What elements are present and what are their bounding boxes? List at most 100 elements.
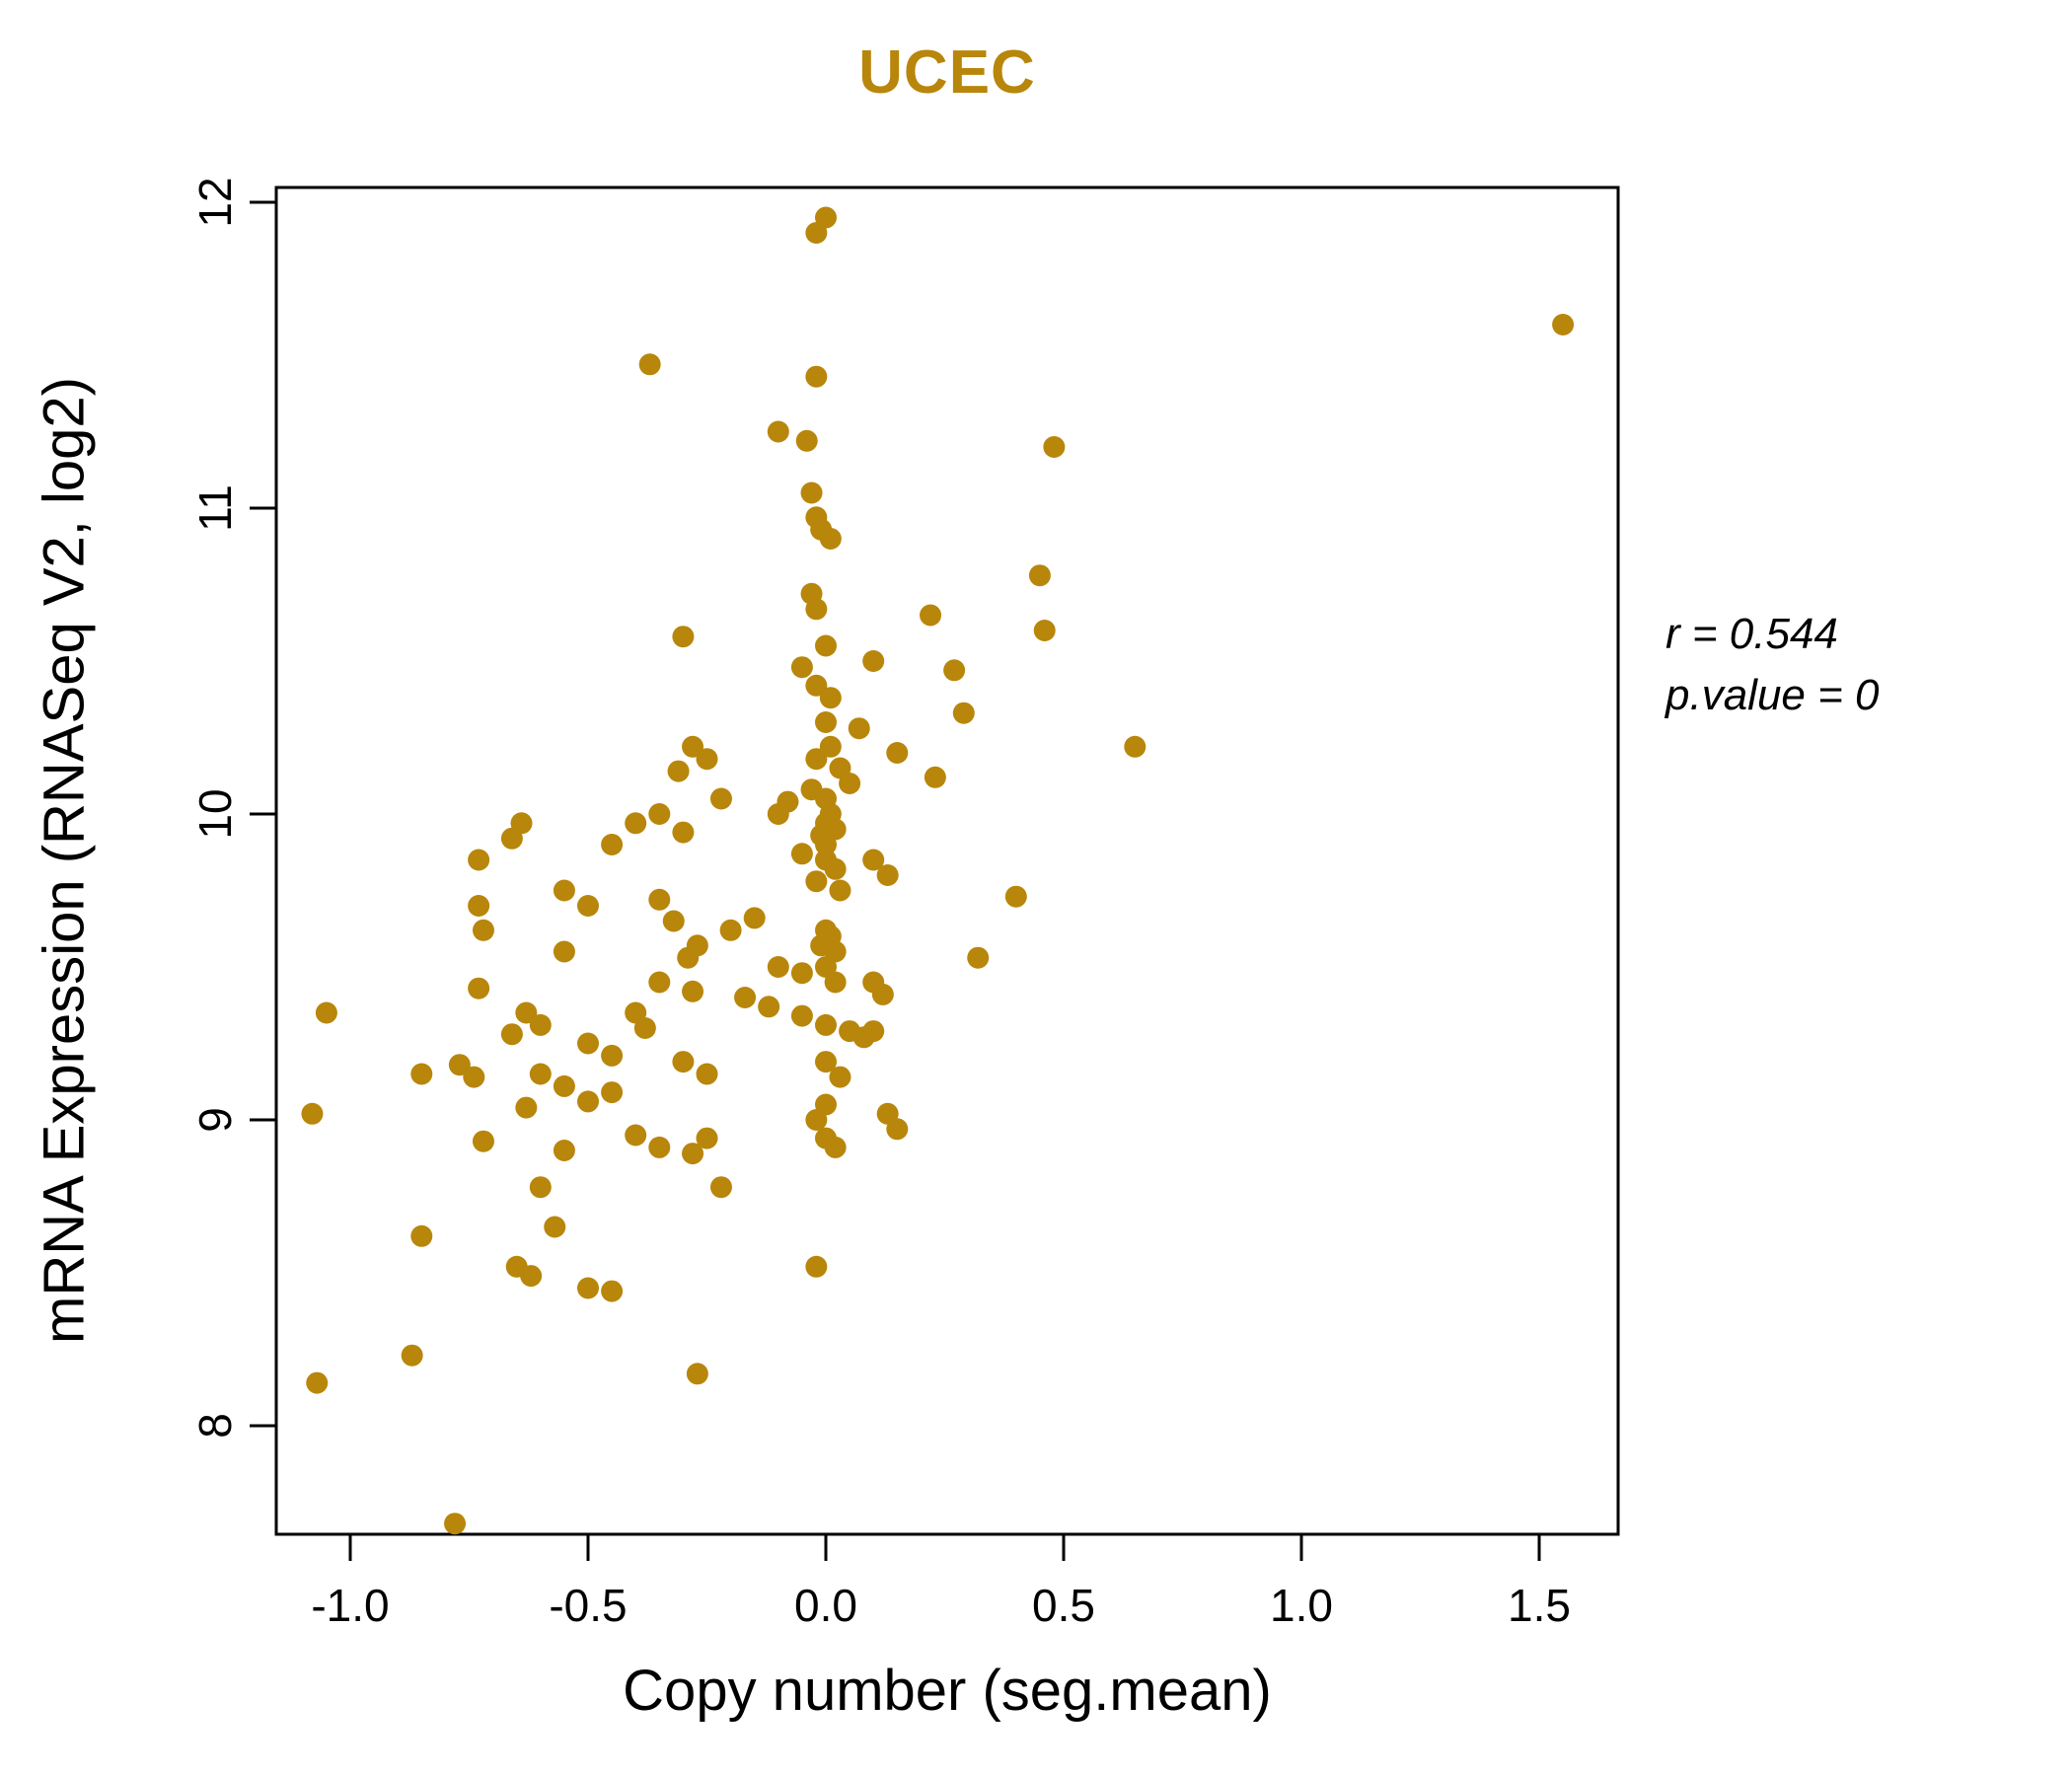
data-point bbox=[648, 971, 671, 994]
data-point bbox=[952, 702, 975, 724]
data-point bbox=[1552, 314, 1575, 335]
y-axis-tick-label: 10 bbox=[189, 788, 241, 840]
y-axis-tick-label: 8 bbox=[189, 1413, 241, 1439]
data-point bbox=[672, 821, 695, 844]
data-point bbox=[301, 1102, 324, 1125]
y-axis-tick-label: 11 bbox=[189, 484, 241, 532]
data-point bbox=[886, 742, 909, 764]
data-point bbox=[819, 528, 842, 550]
data-point bbox=[577, 895, 599, 917]
data-point bbox=[805, 1109, 828, 1131]
data-point bbox=[815, 834, 837, 855]
data-point bbox=[544, 1216, 566, 1238]
data-point bbox=[601, 1044, 624, 1067]
data-point bbox=[648, 803, 671, 825]
data-point bbox=[500, 1023, 523, 1046]
data-point bbox=[815, 1051, 837, 1073]
x-axis-label: Copy number (seg.mean) bbox=[623, 1659, 1272, 1723]
data-point bbox=[529, 1013, 552, 1036]
data-point bbox=[468, 895, 490, 917]
data-point bbox=[790, 1004, 813, 1027]
data-point bbox=[777, 790, 799, 813]
data-point bbox=[410, 1063, 433, 1085]
data-point bbox=[444, 1513, 467, 1535]
data-point bbox=[633, 1017, 656, 1039]
data-point bbox=[805, 1255, 828, 1278]
x-axis-tick-label: 0.0 bbox=[794, 1580, 857, 1631]
data-point bbox=[677, 946, 700, 969]
data-point bbox=[529, 1176, 552, 1199]
data-point bbox=[943, 659, 966, 682]
data-point bbox=[805, 365, 828, 388]
p-value-text: p.value = 0 bbox=[1665, 671, 1880, 719]
x-axis-tick-label: 1.5 bbox=[1508, 1580, 1571, 1631]
data-point bbox=[815, 1013, 837, 1036]
data-point bbox=[815, 711, 837, 733]
data-point bbox=[472, 919, 494, 941]
data-point bbox=[805, 748, 828, 771]
data-point bbox=[577, 1032, 599, 1055]
data-point bbox=[829, 1066, 851, 1088]
data-point bbox=[767, 420, 789, 443]
data-point bbox=[410, 1224, 433, 1247]
data-point bbox=[829, 879, 851, 902]
data-point bbox=[862, 650, 885, 672]
data-point bbox=[648, 1136, 671, 1158]
data-point bbox=[553, 1074, 575, 1097]
plot-area-border bbox=[274, 185, 1620, 1536]
data-point bbox=[790, 843, 813, 865]
data-point bbox=[468, 849, 490, 871]
data-point bbox=[520, 1265, 543, 1288]
data-point bbox=[625, 1124, 647, 1147]
data-point bbox=[672, 1051, 695, 1073]
y-axis-label: mRNA Expression (RNASeq V2, log2) bbox=[32, 377, 97, 1344]
r-value-text: r = 0.544 bbox=[1665, 610, 1838, 658]
data-point bbox=[805, 222, 828, 244]
data-point bbox=[805, 598, 828, 621]
data-point bbox=[696, 1127, 718, 1149]
data-point bbox=[824, 971, 847, 994]
data-point bbox=[1124, 735, 1147, 758]
data-point bbox=[1033, 620, 1056, 641]
data-point bbox=[862, 849, 885, 871]
data-point bbox=[577, 1277, 599, 1299]
data-point bbox=[401, 1344, 423, 1367]
data-point bbox=[696, 748, 718, 771]
data-point bbox=[743, 907, 766, 929]
data-point bbox=[468, 977, 490, 999]
data-point bbox=[472, 1130, 494, 1152]
data-point bbox=[876, 864, 899, 886]
data-point bbox=[529, 1063, 552, 1085]
x-axis-tick-label: -0.5 bbox=[549, 1580, 628, 1631]
data-point bbox=[672, 626, 695, 648]
data-point bbox=[515, 1096, 538, 1119]
data-point bbox=[463, 1066, 485, 1088]
x-axis-tick-label: 1.0 bbox=[1270, 1580, 1333, 1631]
data-point bbox=[315, 1001, 337, 1024]
data-point bbox=[758, 996, 780, 1018]
correlation-annotation: r = 0.544 p.value = 0 bbox=[1665, 604, 1880, 726]
data-point bbox=[1004, 885, 1027, 908]
data-point bbox=[967, 946, 990, 969]
data-point bbox=[815, 634, 837, 657]
data-point bbox=[734, 987, 757, 1008]
data-point bbox=[1043, 436, 1066, 458]
data-point bbox=[709, 1176, 732, 1199]
data-point bbox=[515, 1001, 538, 1024]
data-point bbox=[682, 1143, 704, 1165]
chart-title: UCEC bbox=[858, 38, 1036, 107]
data-point bbox=[601, 1081, 624, 1104]
x-axis-tick-label: -1.0 bbox=[311, 1580, 390, 1631]
data-point bbox=[819, 735, 842, 758]
data-point bbox=[601, 834, 624, 855]
data-point bbox=[500, 827, 523, 850]
data-point bbox=[871, 983, 894, 1005]
data-point bbox=[601, 1280, 624, 1302]
data-point bbox=[448, 1054, 471, 1076]
data-point bbox=[1028, 564, 1051, 587]
data-point bbox=[306, 1371, 329, 1394]
data-point bbox=[682, 980, 704, 1002]
data-point bbox=[553, 940, 575, 963]
